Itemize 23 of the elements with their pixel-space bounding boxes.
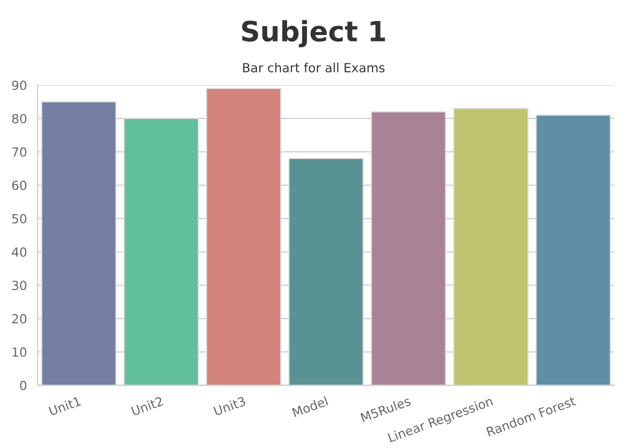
bar: [370, 111, 446, 386]
bar: [124, 118, 199, 386]
x-tick-label: Unit2: [130, 396, 164, 416]
y-tick-label: 70: [12, 147, 26, 157]
x-tick-label: Model: [292, 396, 328, 418]
bar: [453, 108, 528, 386]
y-tick-label: 20: [12, 314, 26, 324]
bar: [206, 88, 282, 386]
y-tick-label: 10: [12, 347, 26, 357]
bar: [536, 114, 611, 386]
bar: [288, 158, 364, 386]
x-tick-label: Unit1: [48, 396, 82, 416]
x-tick-label: Unit3: [213, 396, 246, 416]
y-tick-label: 90: [12, 80, 26, 90]
y-tick-label: 50: [12, 214, 26, 224]
y-tick-label: 60: [12, 180, 26, 190]
y-tick-label: 30: [12, 280, 26, 290]
bar: [41, 101, 116, 386]
chart-title: Subject 1: [242, 20, 385, 48]
y-tick-label: 0: [20, 380, 26, 390]
y-tick-label: 40: [12, 247, 26, 257]
y-tick-label: 80: [12, 114, 26, 124]
chart-subtitle: Bar chart for all Exams: [243, 62, 384, 72]
